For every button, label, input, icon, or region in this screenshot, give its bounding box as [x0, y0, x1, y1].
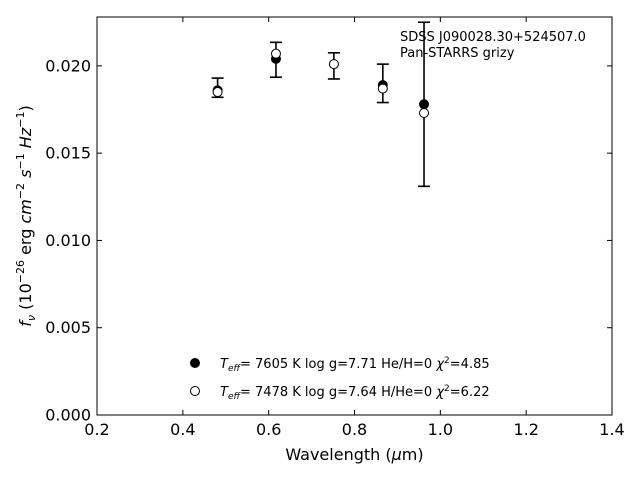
legend-entry-filled: Teff= 7605 K log g=7.71 He/H=0 χ2=4.85	[220, 356, 490, 374]
x-tick-label: 0.8	[342, 420, 367, 439]
x-axis-ticks: 0.2 0.4 0.6 0.8 1.0 1.2 1.4	[84, 17, 625, 439]
legend-open-chi2: =6.22	[450, 385, 490, 400]
x-tick-label: 0.2	[84, 420, 109, 439]
x-tick-label: 0.4	[170, 420, 195, 439]
plot-frame	[96, 16, 613, 416]
x-tick-label: 0.6	[256, 420, 281, 439]
legend-open-logg: log g=7.64	[305, 385, 377, 400]
legend-filled-teff: 7605 K	[255, 357, 301, 372]
error-bars	[211, 21, 431, 188]
point-open	[328, 59, 339, 70]
legend-marker-filled	[190, 358, 200, 368]
x-axis-label: Wavelength (μm)	[285, 445, 423, 464]
y-tick-label: 0.010	[45, 231, 91, 250]
y-tick-label: 0.020	[45, 56, 91, 75]
y-axis-label: fν (10−26 erg cm−2 s−1 Hz−1)	[14, 105, 38, 326]
point-open	[377, 83, 388, 94]
point-open	[270, 48, 281, 59]
legend-open-teff: 7478 K	[255, 385, 301, 400]
legend-filled-logg: log g=7.71	[305, 357, 377, 372]
legend-filled-comp: He/H=0	[381, 357, 432, 372]
y-tick-label: 0.000	[45, 406, 91, 425]
x-tick-label: 1.0	[428, 420, 453, 439]
annotation-object-name: SDSS J090028.30+524507.0	[400, 30, 586, 45]
point-filled	[419, 99, 430, 110]
x-tick-label: 1.4	[599, 420, 624, 439]
point-open	[419, 108, 430, 119]
legend: Teff= 7605 K log g=7.71 He/H=0 χ2=4.85 T…	[190, 356, 490, 402]
series-open-points	[212, 48, 430, 119]
legend-entry-open: Teff= 7478 K log g=7.64 H/He=0 χ2=6.22	[220, 384, 490, 402]
legend-open-comp: H/He=0	[381, 385, 432, 400]
legend-filled-chi2: =4.85	[450, 357, 490, 372]
point-open	[212, 87, 223, 98]
annotation-survey: Pan-STARRS grizy	[400, 46, 515, 61]
x-tick-label: 1.2	[513, 420, 538, 439]
legend-marker-open	[190, 386, 200, 396]
series-filled-points	[212, 53, 430, 110]
y-tick-label: 0.005	[45, 318, 91, 337]
y-axis-ticks: 0.000 0.005 0.010 0.015 0.020	[45, 56, 612, 425]
y-tick-label: 0.015	[45, 144, 91, 163]
